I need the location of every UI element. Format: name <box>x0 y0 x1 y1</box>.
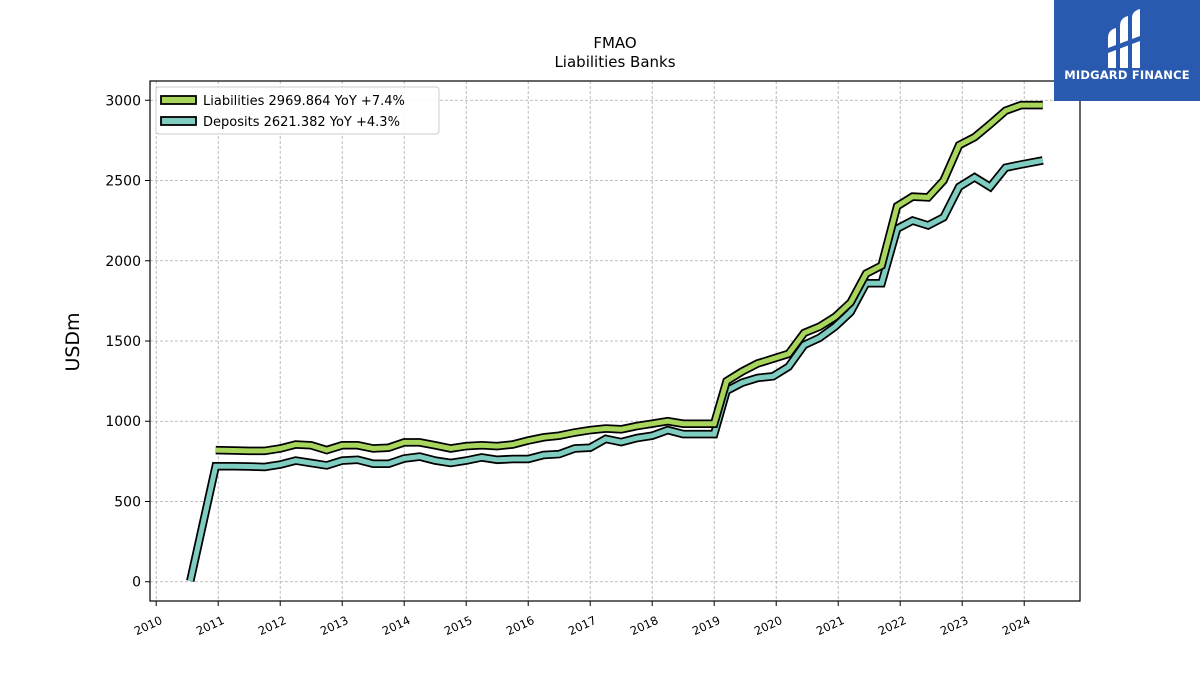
logo-text: MIDGARD FINANCE <box>1064 68 1190 82</box>
x-tick-label: 2019 <box>690 613 722 638</box>
series-line-deposits <box>187 157 1044 582</box>
legend-swatch <box>160 95 197 105</box>
x-tick-label: 2022 <box>876 613 908 638</box>
legend-label: Liabilities 2969.864 YoY +7.4% <box>203 94 405 109</box>
y-tick-label: 2500 <box>105 174 141 190</box>
legend-label: Deposits 2621.382 YoY +4.3% <box>203 115 400 130</box>
series-lines <box>186 100 1044 582</box>
y-tick-label: 1000 <box>105 414 141 430</box>
x-tick-label: 2023 <box>938 613 970 638</box>
x-tick-label: 2014 <box>380 613 412 638</box>
x-tick-label: 2021 <box>814 613 846 638</box>
x-tick-label: 2015 <box>442 613 474 638</box>
chart-subtitle: Liabilities Banks <box>554 53 675 71</box>
x-tick-label: 2011 <box>194 613 226 638</box>
y-tick-label: 500 <box>114 494 141 510</box>
grid <box>150 81 1080 601</box>
series-outline-liabilities <box>215 100 1043 456</box>
legend-swatch <box>160 116 197 126</box>
x-tick-label: 2016 <box>504 613 536 638</box>
y-tick-label: 2000 <box>105 254 141 270</box>
x-tick-label: 2018 <box>628 613 660 638</box>
series-line-liabilities <box>215 102 1043 454</box>
legend: Liabilities 2969.864 YoY +7.4% Deposits 2… <box>155 86 440 135</box>
midgard-finance-logo-icon <box>1108 9 1140 68</box>
midgard-finance-logo: MIDGARD FINANCE <box>1054 0 1200 101</box>
y-tick-label: 1500 <box>105 334 141 350</box>
chart-title: FMAO <box>593 34 636 52</box>
y-axis-label: USDm <box>62 312 84 371</box>
x-tick-label: 2024 <box>1000 613 1032 638</box>
x-tick-label: 2020 <box>752 613 784 638</box>
x-tick-label: 2012 <box>256 613 288 638</box>
x-tick-label: 2010 <box>132 613 164 638</box>
legend-box <box>155 86 440 135</box>
x-tick-label: 2013 <box>318 613 350 638</box>
y-tick-label: 3000 <box>105 93 141 109</box>
axis-ticks: 0 500 1000 1500 2000 2500 3000 2010 2011 2012 2013… <box>105 93 1032 638</box>
y-tick-label: 0 <box>132 575 141 591</box>
x-tick-label: 2017 <box>566 613 598 638</box>
